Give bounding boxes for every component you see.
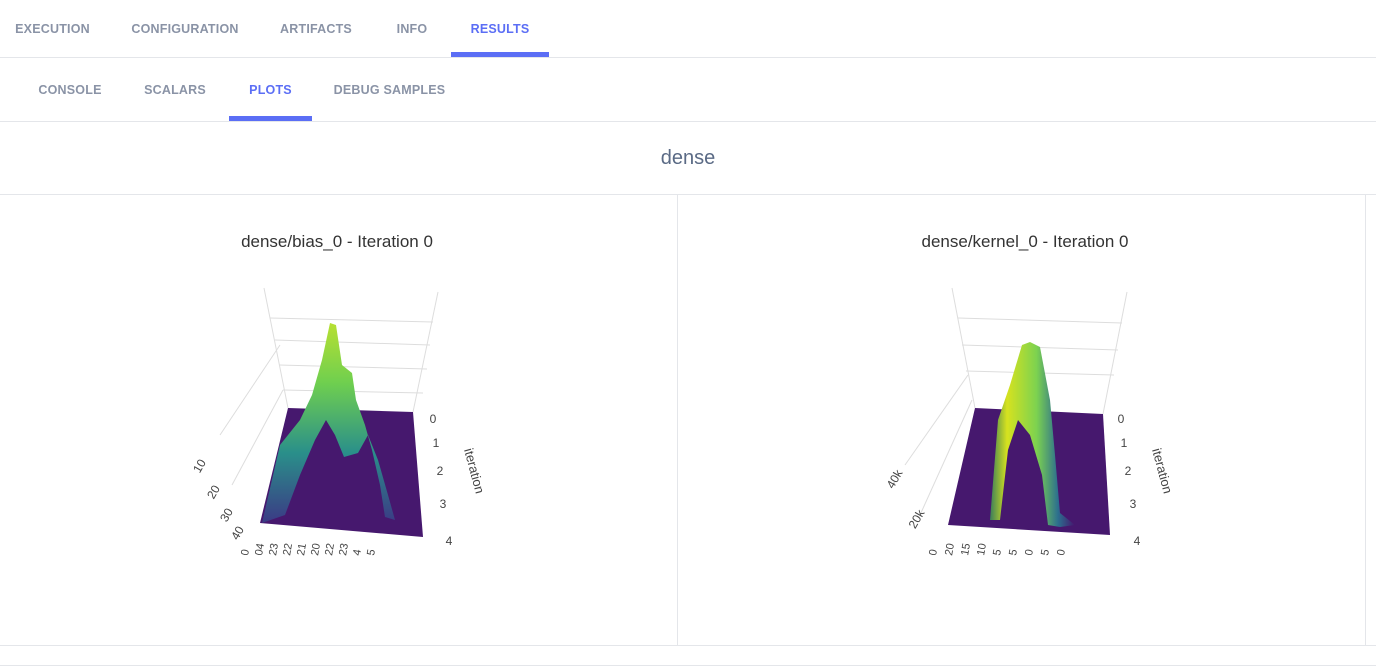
tick-label: 5	[365, 548, 378, 556]
tick-label: 04	[253, 542, 267, 556]
tick-label: 5	[991, 548, 1004, 556]
tab[interactable]: RESULTS	[451, 0, 549, 57]
tab[interactable]: DEBUG SAMPLES	[333, 82, 446, 97]
tick-label: 2	[437, 464, 444, 478]
tab[interactable]: INFO	[396, 21, 428, 36]
section-title: dense	[0, 122, 1376, 195]
main-tabs: EXECUTION CONFIGURATION ARTIFACTS INFO RESUL…	[0, 0, 1376, 58]
tab[interactable]: ARTIFACTS	[280, 21, 352, 36]
tick-label: 0	[927, 548, 940, 556]
tick-label: 4	[446, 534, 453, 548]
tick-label: 40	[228, 523, 247, 542]
tick-label: 30	[217, 505, 236, 524]
tick-label: 2	[1125, 464, 1132, 478]
tick-label: 1	[1121, 436, 1128, 450]
tick-label: 3	[1130, 497, 1137, 511]
tick-label: 15	[959, 542, 973, 556]
tick-label: 20k	[906, 506, 928, 531]
axis-title: iteration	[461, 447, 487, 496]
tick-label: 23	[267, 542, 281, 556]
tick-label: 0	[1023, 548, 1036, 556]
tab[interactable]: CONFIGURATION	[131, 21, 239, 36]
tick-label: 1	[433, 436, 440, 450]
tab[interactable]: EXECUTION	[15, 21, 90, 36]
tick-label: 0	[239, 548, 252, 556]
plot-title: dense/bias_0 - Iteration 0	[241, 232, 433, 251]
axis-title: iteration	[1149, 447, 1175, 496]
tick-label: 3	[440, 497, 447, 511]
tick-label: 20	[204, 482, 223, 501]
tick-label: 20	[309, 542, 323, 556]
tick-label: 0	[430, 412, 437, 426]
surface-plot	[219, 287, 439, 537]
tick-label: 40k	[884, 466, 906, 491]
tick-label: 21	[295, 542, 309, 556]
surface-plot	[904, 287, 1128, 535]
tab[interactable]: SCALARS	[144, 82, 206, 97]
tick-label: 4	[1134, 534, 1141, 548]
tab[interactable]: PLOTS	[229, 58, 312, 121]
plot-title: dense/kernel_0 - Iteration 0	[922, 232, 1129, 251]
tick-label: 10	[190, 456, 209, 475]
tick-label: 20	[943, 542, 957, 556]
tick-label: 22	[323, 542, 337, 556]
tab[interactable]: CONSOLE	[38, 82, 102, 97]
tick-label: 23	[337, 542, 351, 556]
plots: dense/bias_0 - Iteration 001234iteration…	[0, 195, 1376, 666]
tick-label: 0	[1118, 412, 1125, 426]
tick-label: 10	[975, 542, 989, 556]
tick-label: 22	[281, 542, 295, 556]
tick-label: 5	[1039, 548, 1052, 556]
tick-label: 5	[1007, 548, 1020, 556]
tick-label: 0	[1055, 548, 1068, 556]
sub-tabs: CONSOLE SCALARS PLOTS DEBUG SAMPLES	[0, 58, 1376, 122]
tick-label: 4	[351, 548, 364, 556]
